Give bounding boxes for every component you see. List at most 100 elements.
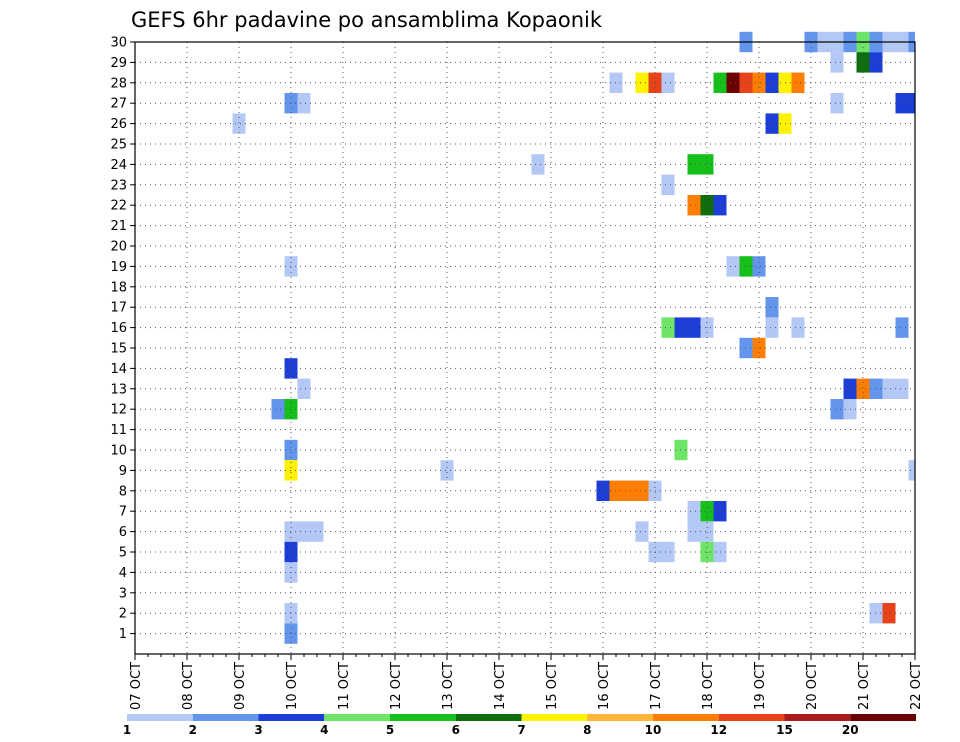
heatmap-cell	[726, 72, 740, 93]
heatmap-cell	[635, 480, 649, 501]
y-tick-label: 18	[110, 280, 127, 295]
y-tick-label: 5	[119, 546, 127, 561]
y-tick-label: 26	[110, 117, 127, 132]
heatmap-cell	[765, 317, 779, 338]
x-tick-label: 15 OCT	[545, 662, 560, 710]
color-scale-segment	[718, 714, 785, 721]
color-scale-label: 1	[123, 723, 131, 737]
heatmap-cell	[635, 72, 649, 93]
y-tick-label: 11	[110, 423, 127, 438]
heatmap-cell	[310, 521, 324, 542]
heatmap-cell	[232, 113, 246, 134]
heatmap-cells	[232, 31, 915, 644]
heatmap-cell	[687, 317, 701, 338]
heatmap-cell	[661, 72, 675, 93]
color-scale-legend: 1 2 3 4 5 6 7 8 10 12 15 20	[123, 714, 916, 737]
y-tick-label: 24	[110, 158, 127, 173]
x-tick-label: 08 OCT	[181, 662, 196, 710]
heatmap-cell	[791, 72, 805, 93]
heatmap-cell	[895, 317, 909, 338]
heatmap-cell	[765, 72, 779, 93]
color-scale-segment	[587, 714, 653, 721]
color-scale-label: 15	[776, 723, 793, 737]
heatmap-cell	[635, 521, 649, 542]
grid-lines	[135, 42, 915, 654]
x-tick-label: 17 OCT	[649, 662, 664, 710]
x-axis: 07 OCT 08 OCT 09 OCT 10 OCT 11 OCT 12 OCT 13 O…	[129, 654, 924, 710]
y-tick-label: 6	[119, 525, 127, 540]
heatmap-cell	[700, 501, 714, 522]
x-tick-label: 11 OCT	[337, 662, 352, 710]
color-scale-segment	[127, 714, 193, 721]
y-tick-label: 27	[110, 97, 127, 112]
heatmap-cell	[700, 195, 714, 216]
heatmap-cell	[661, 541, 675, 563]
color-scale-label: 6	[452, 723, 460, 737]
heatmap-cell	[531, 154, 545, 175]
x-tick-label: 22 OCT	[909, 662, 924, 710]
color-scale-segment	[192, 714, 259, 721]
y-tick-label: 15	[110, 342, 127, 357]
y-tick-label: 17	[110, 301, 127, 316]
y-tick-label: 19	[110, 260, 127, 275]
heatmap-cell	[726, 256, 740, 277]
y-tick-label: 13	[110, 382, 127, 397]
color-scale-label: 8	[583, 723, 591, 737]
y-tick-label: 28	[110, 76, 127, 91]
heatmap-cell	[661, 317, 675, 338]
heatmap-cell	[596, 480, 610, 501]
heatmap-cell	[765, 113, 779, 134]
heatmap-cell	[830, 399, 844, 420]
color-scale-segment	[390, 714, 456, 721]
heatmap-cell	[791, 317, 805, 338]
x-tick-label: 13 OCT	[441, 662, 456, 710]
heatmap-cell	[297, 521, 311, 542]
y-tick-label: 25	[110, 138, 127, 153]
heatmap-cell	[895, 378, 909, 399]
heatmap-cell	[830, 52, 844, 73]
color-scale-label: 20	[842, 723, 859, 737]
color-scale-segment	[521, 714, 588, 721]
color-scale-label: 10	[645, 723, 662, 737]
color-scale-segment	[455, 714, 522, 721]
x-tick-label: 12 OCT	[389, 662, 404, 710]
heatmap-cell	[908, 93, 915, 114]
color-scale-label: 7	[517, 723, 525, 737]
heatmap-cell	[440, 460, 454, 481]
color-scale-segment	[653, 714, 719, 721]
heatmap-cell	[700, 154, 714, 175]
y-tick-label: 14	[110, 362, 127, 377]
heatmap-cell	[271, 399, 285, 420]
x-tick-label: 10 OCT	[285, 662, 300, 710]
y-tick-label: 16	[110, 321, 127, 336]
heatmap-cell	[882, 378, 896, 399]
heatmap-cell	[908, 460, 915, 481]
y-tick-label: 3	[119, 586, 127, 601]
chart-title: GEFS 6hr padavine po ansamblima Kopaonik	[131, 8, 603, 32]
heatmap-cell	[297, 378, 311, 399]
heatmap-cell	[752, 256, 766, 277]
color-scale-segment	[850, 714, 916, 721]
y-tick-label: 10	[110, 444, 127, 459]
y-tick-label: 21	[110, 219, 127, 234]
x-tick-label: 14 OCT	[493, 662, 508, 710]
heatmap-cell	[895, 93, 909, 114]
y-tick-label: 8	[119, 484, 127, 499]
x-tick-label: 20 OCT	[805, 662, 820, 710]
heatmap-cell	[687, 154, 701, 175]
y-tick-label: 12	[110, 403, 127, 418]
y-tick-label: 22	[110, 199, 127, 214]
y-tick-label: 2	[119, 607, 127, 622]
y-tick-label: 1	[119, 627, 127, 642]
color-scale-segment	[258, 714, 325, 721]
color-scale-segment	[324, 714, 390, 721]
color-scale-label: 3	[254, 723, 262, 737]
x-tick-label: 09 OCT	[233, 662, 248, 710]
x-tick-label: 16 OCT	[597, 662, 612, 710]
y-tick-label: 30	[110, 36, 127, 51]
heatmap-cell	[700, 521, 714, 542]
x-tick-label: 18 OCT	[701, 662, 716, 710]
heatmap-cell	[687, 521, 701, 542]
heatmap-cell	[882, 603, 896, 624]
